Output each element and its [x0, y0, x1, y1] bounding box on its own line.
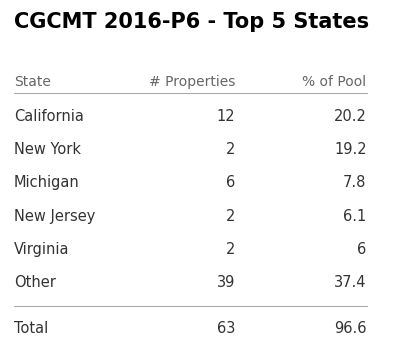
- Text: Other: Other: [14, 275, 56, 290]
- Text: 20.2: 20.2: [334, 109, 367, 124]
- Text: 2: 2: [226, 209, 235, 224]
- Text: CGCMT 2016-P6 - Top 5 States: CGCMT 2016-P6 - Top 5 States: [14, 12, 369, 32]
- Text: 19.2: 19.2: [334, 142, 367, 157]
- Text: 6.1: 6.1: [343, 209, 367, 224]
- Text: State: State: [14, 75, 51, 90]
- Text: 63: 63: [217, 321, 235, 336]
- Text: 96.6: 96.6: [334, 321, 367, 336]
- Text: % of Pool: % of Pool: [302, 75, 367, 90]
- Text: Michigan: Michigan: [14, 176, 80, 190]
- Text: California: California: [14, 109, 84, 124]
- Text: 12: 12: [217, 109, 235, 124]
- Text: 37.4: 37.4: [334, 275, 367, 290]
- Text: Virginia: Virginia: [14, 242, 70, 257]
- Text: 39: 39: [217, 275, 235, 290]
- Text: 2: 2: [226, 242, 235, 257]
- Text: New York: New York: [14, 142, 81, 157]
- Text: 6: 6: [226, 176, 235, 190]
- Text: Total: Total: [14, 321, 48, 336]
- Text: 2: 2: [226, 142, 235, 157]
- Text: 7.8: 7.8: [343, 176, 367, 190]
- Text: New Jersey: New Jersey: [14, 209, 95, 224]
- Text: 6: 6: [357, 242, 367, 257]
- Text: # Properties: # Properties: [149, 75, 235, 90]
